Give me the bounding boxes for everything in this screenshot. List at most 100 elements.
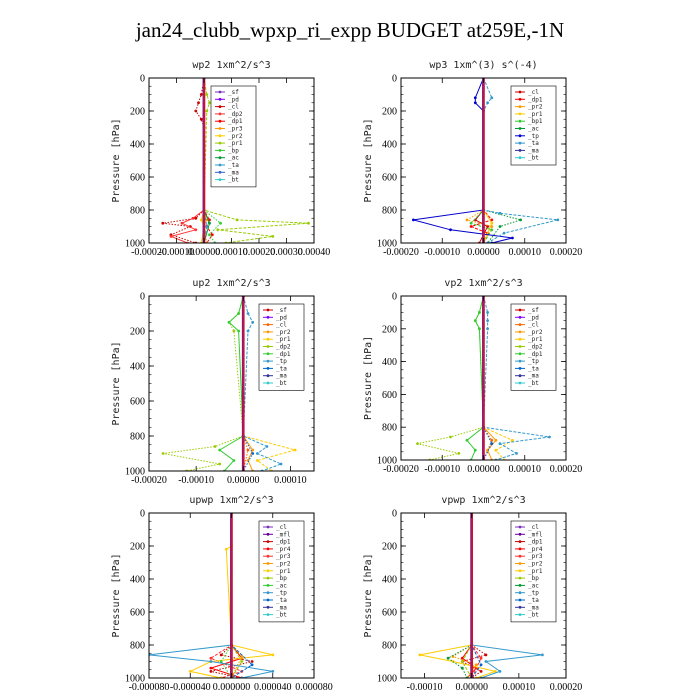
data-point (478, 327, 481, 331)
series-pr4 (460, 513, 478, 678)
legend-marker (518, 367, 522, 370)
legend-entry: _ta (228, 162, 239, 169)
data-point (219, 660, 223, 663)
data-point (232, 459, 236, 462)
data-point (307, 221, 310, 225)
data-point (246, 448, 250, 452)
y-tick-label: 400 (382, 357, 397, 368)
legend-entry: _cl (276, 322, 287, 329)
x-tick-label: 0.00010 (509, 464, 542, 475)
data-point (251, 320, 255, 324)
y-tick-label: 600 (382, 608, 397, 619)
legend-marker (266, 367, 270, 370)
legend-marker (266, 345, 270, 348)
legend-entry: _pr1 (276, 568, 291, 575)
data-point (484, 660, 488, 663)
legend-marker (218, 163, 222, 167)
legend-entry: _tp (528, 133, 539, 140)
legend-marker (266, 576, 270, 580)
x-tick-label: 0.00000 (227, 475, 260, 486)
data-point (460, 656, 464, 660)
data-point (293, 448, 297, 452)
data-point (271, 235, 275, 238)
legend-marker (218, 119, 222, 123)
legend-entry: _pr3 (276, 553, 291, 560)
data-point (199, 117, 203, 121)
legend-entry: _sf (276, 307, 287, 314)
data-point (209, 660, 213, 663)
y-tick-label: 1000 (377, 456, 397, 467)
legend-marker (266, 337, 270, 341)
legend-marker (218, 178, 222, 182)
legend-entry: _pd (228, 96, 239, 103)
y-tick-label: 1000 (125, 467, 145, 478)
y-tick-label: 200 (382, 107, 397, 118)
panel-title: upwp 1xm^2/s^3 (189, 495, 273, 506)
data-point (473, 448, 477, 452)
legend-marker (518, 584, 522, 587)
data-point (498, 442, 502, 445)
data-point (541, 653, 544, 657)
legend-marker (518, 330, 522, 334)
x-tick-label: 0.00010 (503, 682, 536, 693)
legend-marker (218, 127, 222, 130)
y-tick-label: 800 (382, 423, 397, 434)
data-point (478, 311, 481, 314)
data-point (237, 329, 241, 333)
series-line (461, 513, 478, 678)
series-line (210, 513, 253, 678)
y-tick-label: 0 (140, 292, 145, 303)
data-point (213, 445, 217, 448)
x-tick-label: 0.000000 (213, 682, 251, 693)
legend-marker (266, 323, 270, 326)
series-ta (230, 513, 254, 678)
x-tick-label: 0.00010 (509, 247, 542, 258)
legend-entry: _bt (228, 177, 239, 184)
y-axis-label: Pressure [hPa] (363, 553, 374, 637)
data-point (511, 438, 514, 442)
x-tick-label: 0.00020 (550, 682, 583, 693)
data-point (194, 216, 198, 220)
x-tick-label: 0.000040 (254, 682, 292, 693)
legend: _cl_dp1_pr2_pr1_bp1_ac_tp_ta_ma_bt (510, 85, 557, 166)
x-tick-label: 0.00000 (467, 247, 500, 258)
legend-entry: _bt (276, 380, 287, 387)
data-point (486, 225, 489, 228)
y-tick-label: 800 (130, 206, 145, 217)
series-line (231, 513, 253, 678)
data-point (469, 221, 473, 225)
panel-5: upwp 1xm^2/s^3 0 200 400 600 800 1000-0.000080… (111, 495, 333, 693)
legend-entry: _pr2 (276, 561, 291, 568)
legend-entry: _ma (276, 373, 287, 380)
legend-entry: _ta (528, 365, 539, 372)
x-tick-label: 0.00000 (188, 247, 221, 258)
data-point (218, 462, 222, 466)
x-tick-label: 0.00030 (270, 247, 303, 258)
legend-entry: _mfl (276, 531, 291, 538)
series-tp (412, 78, 514, 243)
data-point (218, 448, 222, 452)
legend-marker (518, 315, 522, 319)
legend-entry: _pr1 (528, 568, 543, 575)
data-point (271, 653, 275, 657)
y-tick-label: 200 (130, 107, 145, 118)
legend: _sf_pd_cl_dp2_dp1_pr3_pr2_pr1_bp_ac_ta_m… (210, 85, 257, 188)
legend-marker (518, 374, 522, 378)
data-point (479, 663, 483, 667)
x-tick-label: -0.00020 (383, 247, 419, 258)
data-point (251, 452, 255, 455)
legend-entry: _pr2 (528, 329, 543, 336)
legend-marker (266, 569, 270, 573)
data-point (486, 327, 489, 331)
data-point (469, 225, 473, 228)
legend-marker (218, 112, 222, 116)
legend-marker (518, 156, 522, 160)
legend-entry: _pr1 (528, 336, 543, 343)
x-tick-label: 0.00020 (550, 247, 583, 258)
legend-entry: _pr3 (528, 553, 543, 560)
x-tick-label: -0.00020 (131, 247, 167, 258)
data-point (265, 445, 269, 448)
data-point (256, 459, 259, 462)
data-point (418, 653, 422, 657)
